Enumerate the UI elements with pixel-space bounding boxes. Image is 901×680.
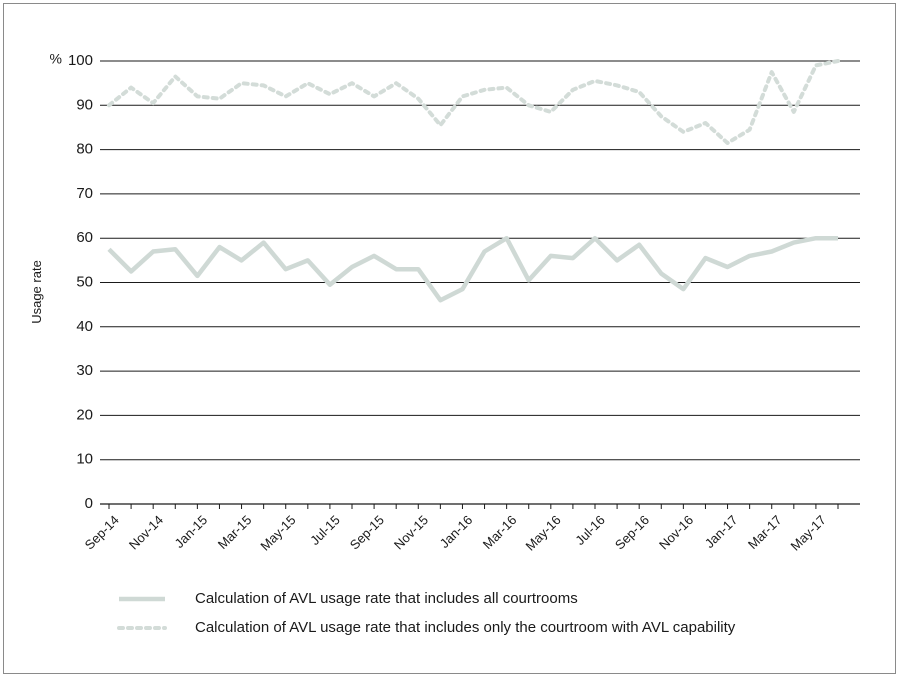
x-tick-label: Mar-17 <box>745 512 785 552</box>
x-tick-label: Jan-17 <box>702 512 741 551</box>
x-tick-label: Jan-15 <box>172 512 211 551</box>
y-tick-label: 40 <box>76 318 93 335</box>
x-tick-label: Sep-15 <box>347 512 387 552</box>
x-tick-label: Nov-15 <box>391 512 431 552</box>
x-tick-label: Nov-14 <box>126 512 166 552</box>
x-tick-label: May-15 <box>257 512 298 553</box>
x-tick-label: Jan-16 <box>437 512 476 551</box>
legend-label-2: Calculation of AVL usage rate that inclu… <box>195 619 736 636</box>
x-tick-label: Nov-16 <box>656 512 696 552</box>
y-tick-label: 30 <box>76 362 93 379</box>
y-tick-label: 20 <box>76 406 93 423</box>
y-tick-label: 90 <box>76 96 93 113</box>
y-axis-unit: % <box>50 51 62 67</box>
y-tick-label: 100 <box>68 52 93 69</box>
y-tick-label: 60 <box>76 229 93 246</box>
x-tick-label: Mar-16 <box>480 512 520 552</box>
y-tick-label: 70 <box>76 185 93 202</box>
line-chart: 0 10 20 30 40 50 60 70 80 90 100 % Usage rate Sep-… <box>29 51 860 636</box>
chart-frame: 0 10 20 30 40 50 60 70 80 90 100 % Usage rate Sep-… <box>3 3 896 674</box>
x-tick-label: Jul-15 <box>307 512 343 548</box>
x-tick-label: May-17 <box>788 512 829 553</box>
y-tick-label: 0 <box>85 495 93 512</box>
x-tick-label: Sep-14 <box>82 512 122 552</box>
x-tick-label: Sep-16 <box>612 512 652 552</box>
y-tick-label: 50 <box>76 273 93 290</box>
x-tick-label: May-16 <box>522 512 563 553</box>
legend-label-1: Calculation of AVL usage rate that inclu… <box>195 590 578 607</box>
y-tick-label: 80 <box>76 141 93 158</box>
x-tick-label: Jul-16 <box>572 512 608 548</box>
series-line-1 <box>107 235 838 303</box>
x-tick-label: Mar-15 <box>215 512 255 552</box>
y-tick-label: 10 <box>76 451 93 468</box>
y-axis-label: Usage rate <box>29 260 44 324</box>
series-line-2 <box>107 59 840 145</box>
